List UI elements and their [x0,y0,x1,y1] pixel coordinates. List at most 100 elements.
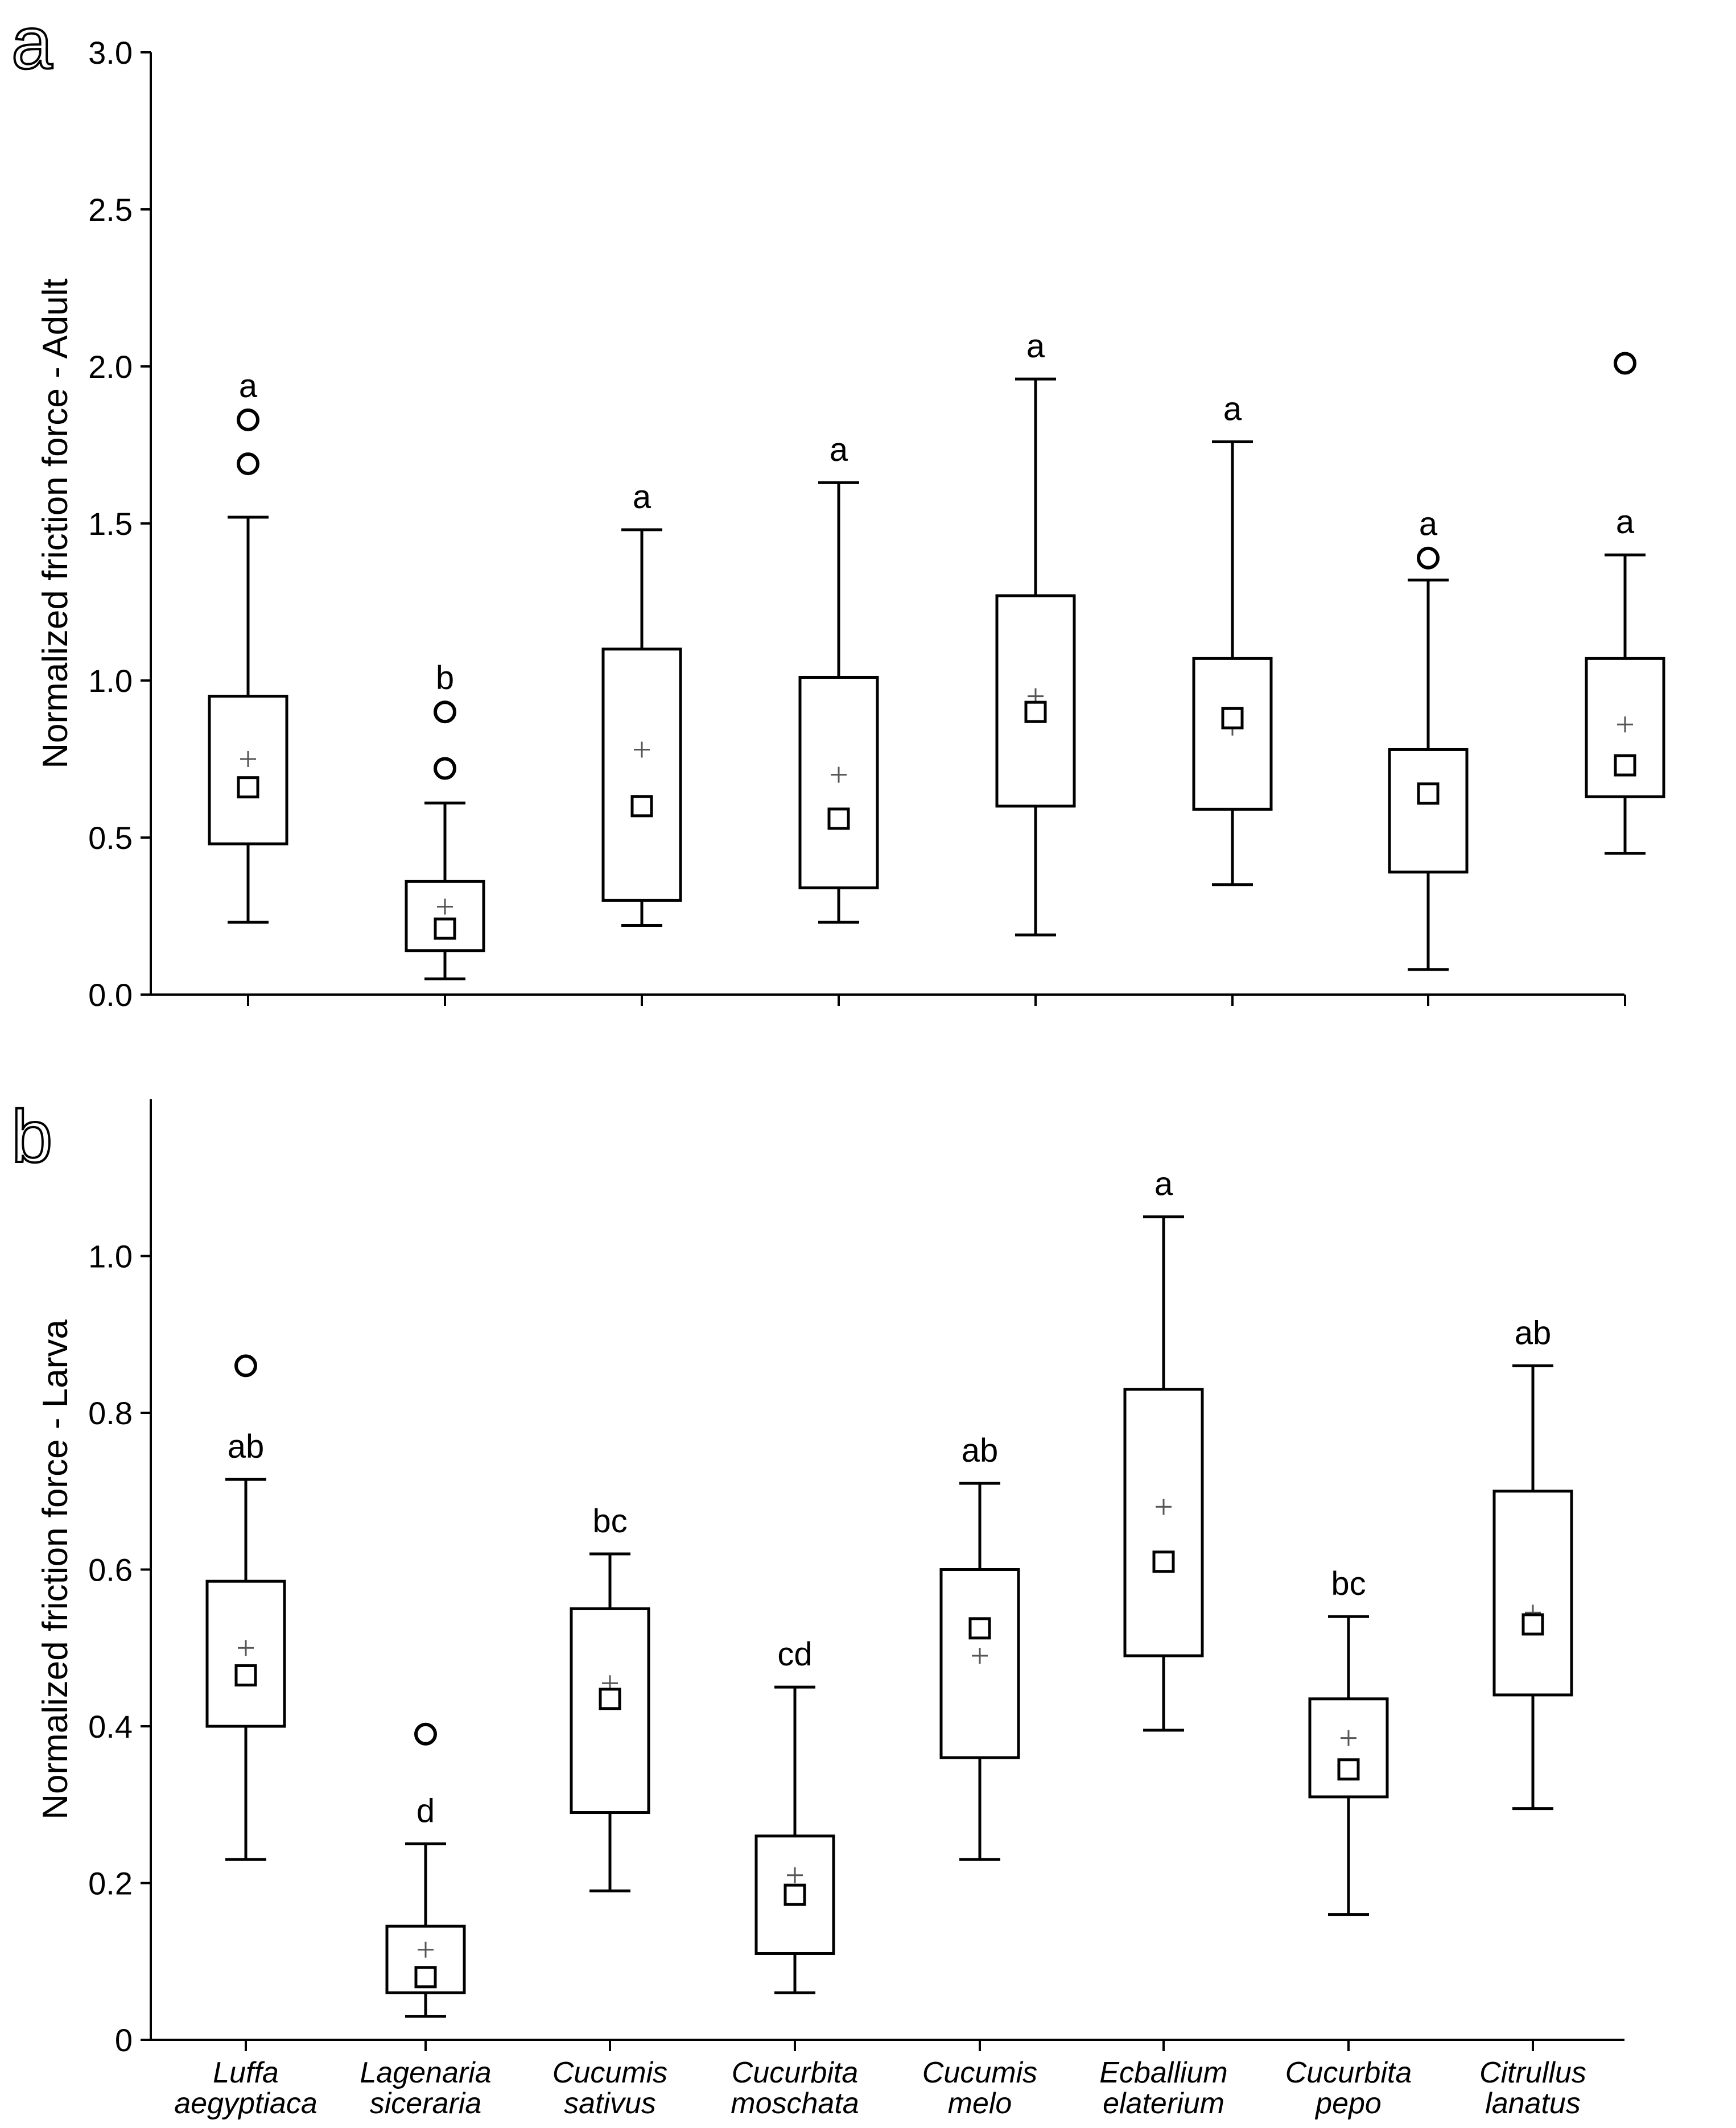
significance-letter: b [436,659,454,696]
mean-marker [1156,1499,1172,1515]
significance-letter: a [1419,506,1438,543]
outlier-point [414,1722,437,1746]
iqr-box [570,1607,650,1814]
median-marker [1614,754,1636,777]
significance-letter: ab [1515,1314,1552,1351]
box-a-4: a [798,431,879,924]
outlier-point [434,700,456,724]
significance-letter: a [633,479,651,515]
box-a-7: a [1388,506,1469,971]
outlier-point [1417,546,1440,570]
x-label-genus: Cucumis [552,2056,667,2089]
y-tick-label-b: 1.0 [88,1239,133,1275]
box-b-3: bc [570,1503,650,1892]
panel-letter-a: a [11,1,53,84]
mean-marker [1617,716,1633,733]
box-a-5: a [995,328,1076,937]
median-marker [237,776,259,799]
box-b-7: bc [1308,1565,1389,1916]
mean-marker [787,1867,803,1883]
outlier-point [237,452,259,476]
significance-letter: a [239,368,258,405]
significance-letter: a [1223,390,1242,427]
box-a-1: a [208,368,288,924]
y-tick-label-b: 0.2 [88,1866,133,1902]
significance-letter: d [417,1793,435,1830]
median-marker [434,917,456,940]
x-label-species: melo [948,2087,1012,2120]
x-label-genus: Luffa [213,2056,279,2089]
median-marker [968,1617,991,1640]
median-marker [1337,1758,1360,1781]
x-label-genus: Cucurbita [1285,2056,1412,2089]
median-marker [1521,1613,1544,1636]
x-label-species: sativus [564,2087,656,2120]
box-b-4: cd [754,1636,835,1994]
y-axis-title-b: Normalized friction force - Larva [36,1319,75,1820]
iqr-box [1123,1388,1204,1657]
box-b-6: a [1123,1166,1204,1732]
median-marker [234,1664,257,1686]
x-label-species: moschata [731,2087,859,2120]
outlier-point [1614,352,1636,375]
median-marker [414,1966,437,1989]
median-marker [784,1883,806,1906]
y-tick-label-a: 0.5 [88,820,133,856]
mean-marker [437,898,453,915]
mean-marker [238,1640,254,1656]
outlier-point [237,408,259,431]
mean-marker [634,741,650,758]
box-b-8: ab [1492,1314,1573,1811]
iqr-box [601,648,682,902]
significance-letter: bc [1331,1565,1366,1602]
iqr-box [208,695,288,846]
y-tick-label-b: 0.4 [88,1709,133,1745]
significance-letter: a [1154,1166,1173,1203]
iqr-box [1308,1697,1389,1799]
median-marker [1024,700,1047,723]
x-label-genus: Citrullus [1479,2056,1586,2089]
median-marker [630,795,653,818]
mean-marker [831,766,847,783]
y-tick-label-a: 2.5 [88,192,133,228]
mean-marker [972,1648,988,1664]
box-a-8: a [1585,352,1665,855]
box-b-2: d [385,1722,466,2018]
x-label-genus: Ecballium [1099,2056,1227,2089]
median-marker [1221,707,1244,729]
panel-letter-b: b [11,1095,52,1178]
median-marker [599,1688,621,1710]
box-a-2: b [405,659,485,980]
significance-letter: bc [592,1503,627,1540]
x-label-species: siceraria [370,2087,482,2120]
x-label-species: aegyptiaca [174,2087,317,2120]
y-tick-label-b: 0.6 [88,1552,133,1588]
box-b-1: ab [205,1354,286,1861]
box-a-3: a [601,479,682,927]
y-tick-label-a: 1.0 [88,663,133,699]
median-marker [1417,782,1440,805]
x-label-species: pepo [1314,2087,1382,2120]
iqr-box [405,880,485,952]
x-label-genus: Cucumis [922,2056,1037,2089]
x-label-genus: Lagenaria [360,2056,491,2089]
y-tick-label-a: 0.0 [88,977,133,1013]
mean-marker [240,751,256,767]
box-a-6: a [1192,390,1273,886]
iqr-box [1492,1490,1573,1697]
iqr-box [1388,748,1469,874]
significance-letter: ab [228,1428,265,1465]
median-marker [827,807,850,830]
y-tick-label-b: 0 [115,2022,133,2058]
significance-letter: a [1616,504,1635,541]
significance-letter: a [1026,328,1045,365]
panel-a-adult: a 0.0 0.5 1.0 1.5 2.0 2.5 3.0 Normalized frictio… [10,0,1665,1013]
y-tick-label-a: 3.0 [88,35,133,71]
x-label-genus: Cucurbita [732,2056,859,2089]
median-marker [1152,1550,1175,1573]
mean-marker [418,1941,434,1958]
y-axis-title-a: Normalized friction force - Adult [36,278,75,768]
significance-letter: ab [962,1432,999,1469]
